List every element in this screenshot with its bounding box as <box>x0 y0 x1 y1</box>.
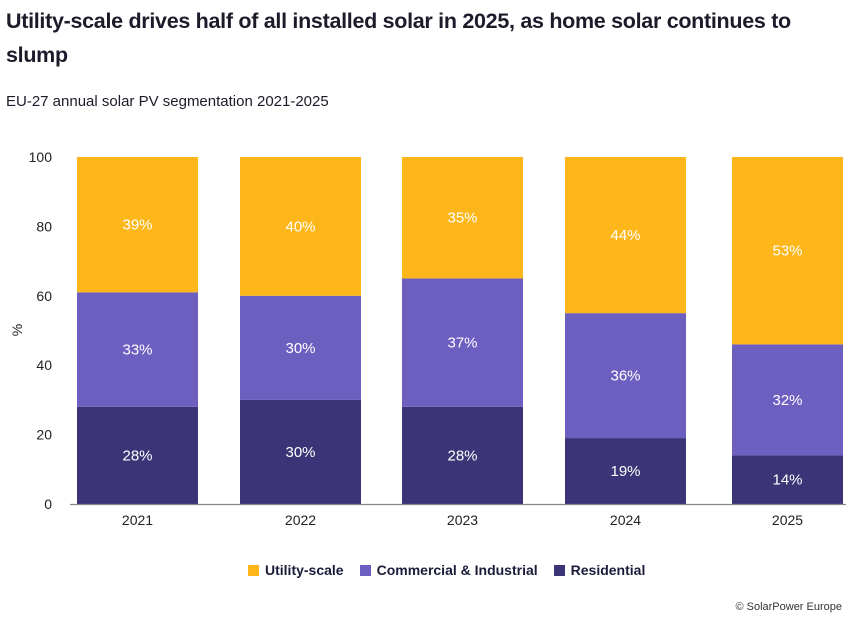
data-label: 33% <box>122 342 152 359</box>
bar-segment-commercial-industrial-2025 <box>732 344 843 456</box>
bar-segment-commercial-industrial-2021 <box>77 292 198 407</box>
bar-segment-residential-2025 <box>732 455 843 504</box>
legend-label-residential: Residential <box>570 562 646 578</box>
bar-segment-utility-scale-2025 <box>732 157 843 345</box>
data-label: 40% <box>285 218 315 235</box>
data-label: 14% <box>772 472 802 489</box>
legend-item-utility-scale[interactable]: Utility-scale <box>248 562 344 578</box>
y-tick-label: 80 <box>36 218 52 234</box>
legend-label-utility-scale: Utility-scale <box>265 562 344 578</box>
y-tick-label: 60 <box>36 288 52 304</box>
x-tick-label: 2023 <box>447 512 478 528</box>
chart-title: Utility-scale drives half of all install… <box>6 9 791 67</box>
data-label: 39% <box>122 217 152 234</box>
data-label: 36% <box>610 368 640 385</box>
bar-segment-utility-scale-2022 <box>240 157 361 296</box>
data-label: 37% <box>447 335 477 352</box>
bar-segment-utility-scale-2023 <box>402 157 523 279</box>
bar-segment-residential-2021 <box>77 406 198 504</box>
source-credit: © SolarPower Europe <box>735 601 842 613</box>
y-tick-label: 100 <box>29 149 53 165</box>
chart-subtitle: EU-27 annual solar PV segmentation 2021-… <box>6 93 329 110</box>
bar-segment-commercial-industrial-2023 <box>402 278 523 407</box>
bar-segment-utility-scale-2024 <box>565 157 686 314</box>
bar-segment-residential-2024 <box>565 438 686 504</box>
legend-item-commercial-industrial[interactable]: Commercial & Industrial <box>359 562 538 578</box>
data-label: 28% <box>122 447 152 464</box>
legend: Utility-scale Commercial & Industrial Re… <box>248 562 661 578</box>
bar-segment-utility-scale-2021 <box>77 157 198 293</box>
data-label: 44% <box>610 227 640 244</box>
y-axis-label: % <box>9 324 25 336</box>
y-tick-label: 20 <box>36 427 52 443</box>
legend-swatch-utility-scale <box>248 564 259 576</box>
legend-swatch-residential <box>553 564 565 576</box>
x-tick-label: 2025 <box>772 512 803 528</box>
data-label: 19% <box>610 463 640 480</box>
data-label: 30% <box>285 444 315 461</box>
data-label: 28% <box>447 447 477 464</box>
data-label: 30% <box>285 340 315 357</box>
x-tick-label: 2024 <box>610 512 641 528</box>
bar-segment-residential-2022 <box>240 399 361 504</box>
legend-swatch-commercial-industrial <box>359 564 371 576</box>
legend-label-commercial-industrial: Commercial & Industrial <box>376 562 538 578</box>
bar-segment-commercial-industrial-2024 <box>565 313 686 439</box>
stacked-bar-chart: 0 20 40 60 80 100% 28% 33% 39% 2021 30% 30% 40% 2022 2… <box>9 149 846 528</box>
legend-item-residential[interactable]: Residential <box>553 562 646 578</box>
x-tick-label: 2022 <box>285 512 316 528</box>
data-label: 32% <box>772 392 802 409</box>
bar-segment-commercial-industrial-2022 <box>240 295 361 400</box>
bar-segment-residential-2023 <box>402 406 523 504</box>
data-label: 53% <box>772 243 802 260</box>
data-label: 35% <box>447 210 477 227</box>
y-tick-label: 40 <box>36 357 52 373</box>
y-tick-label: 0 <box>44 496 52 512</box>
x-tick-label: 2021 <box>122 512 153 528</box>
